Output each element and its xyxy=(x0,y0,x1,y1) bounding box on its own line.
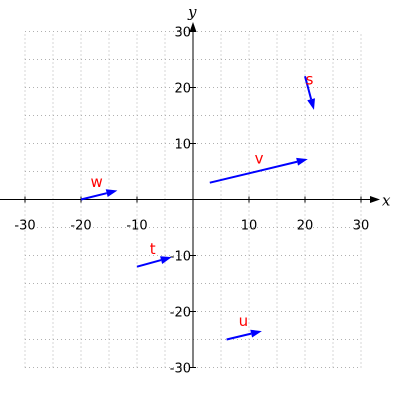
y-tick-label: 30 xyxy=(174,26,191,41)
vector-label-u: u xyxy=(239,312,249,330)
vector-s xyxy=(304,76,315,110)
x-tick-label: 20 xyxy=(297,219,314,234)
x-tick-label: -20 xyxy=(70,219,91,234)
x-tick-label: 10 xyxy=(241,219,258,234)
vector-label-s: s xyxy=(306,71,314,89)
vector-u xyxy=(226,329,262,341)
y-tick-label: 20 xyxy=(174,82,191,97)
x-tick-label: -30 xyxy=(14,219,35,234)
y-tick-label: 10 xyxy=(174,138,191,153)
x-tick-label: -10 xyxy=(126,219,147,234)
vector-v xyxy=(209,157,308,184)
x-axis-arrowhead xyxy=(370,196,380,203)
axes: xy xyxy=(0,3,391,368)
vector-label-t: t xyxy=(150,240,156,258)
vector-labels: s v w t u xyxy=(91,71,314,330)
x-tick-label: 30 xyxy=(353,219,370,234)
tick-labels: -30 -20 -10 10 20 30 -30 -20 -10 10 20 30 xyxy=(14,26,369,377)
vector-w xyxy=(80,189,118,201)
y-tick-label: -20 xyxy=(170,306,191,321)
vector-label-v: v xyxy=(255,150,264,168)
y-axis-label: y xyxy=(187,3,197,21)
vector-label-w: w xyxy=(91,173,103,191)
vectors xyxy=(80,76,315,341)
x-axis-label: x xyxy=(382,192,391,210)
y-axis-arrowhead xyxy=(189,22,197,32)
vector-t xyxy=(136,256,172,268)
y-tick-label: -30 xyxy=(170,362,191,377)
y-tick-label: -10 xyxy=(170,250,191,265)
